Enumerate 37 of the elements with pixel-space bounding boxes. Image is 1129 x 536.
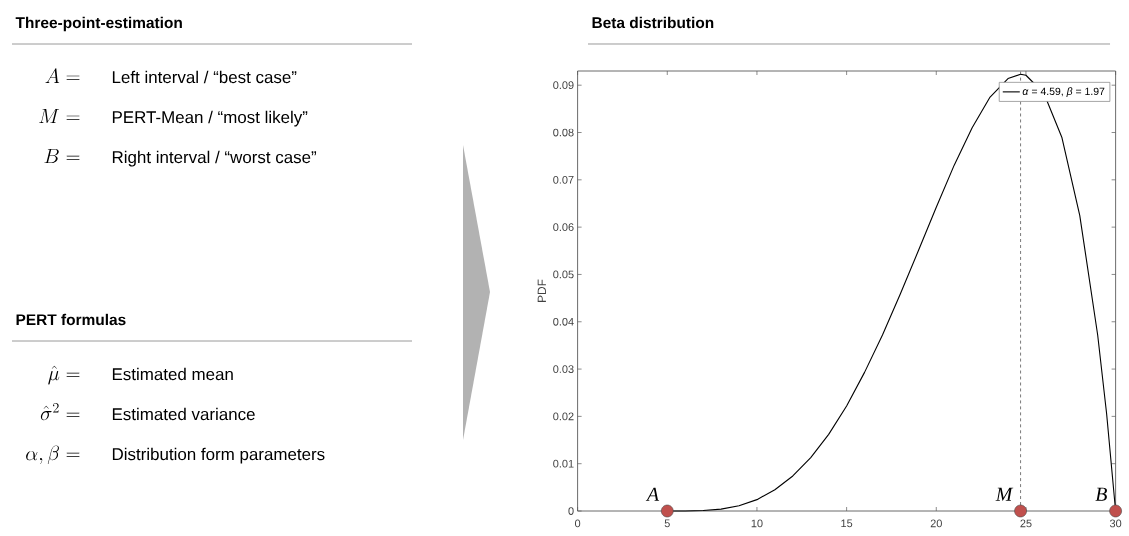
- x-tick-label: 30: [1109, 519, 1122, 528]
- legend-label: α = 4.59, β = 1.97: [1022, 87, 1105, 98]
- text: $\hat{\sigma}^2 =$: [40, 402, 80, 421]
- y-axis-title: PDF: [537, 279, 546, 302]
- x-tick-label: 25: [1020, 519, 1032, 528]
- x-tick-label: 15: [841, 519, 853, 528]
- y-tick-label: 0.02: [553, 412, 574, 421]
- y-tick-label: 0.04: [553, 317, 574, 326]
- text: Distribution form parameters: [112, 447, 325, 464]
- text: $A =$: [45, 68, 80, 83]
- text: Three-point-estimation: [15, 16, 182, 32]
- y-tick-label: 0.01: [553, 459, 574, 468]
- text: $\alpha,\beta =$: [26, 445, 80, 464]
- annotation: B: [1095, 487, 1107, 501]
- y-tick-label: 0.07: [553, 175, 574, 184]
- text: PERT formulas: [16, 313, 126, 326]
- text: $B =$: [44, 148, 80, 163]
- annotation: A: [645, 487, 660, 501]
- x-tick-label: 20: [930, 519, 942, 528]
- text: $M =$: [39, 108, 80, 123]
- y-tick-label: 0.09: [553, 81, 574, 90]
- text: Estimated variance: [112, 407, 255, 421]
- x-tick-label: 5: [664, 519, 670, 528]
- y-tick-label: 0.08: [553, 128, 574, 137]
- text: Right interval / “worst case”: [112, 150, 317, 167]
- y-tick-label: 0.03: [553, 365, 574, 373]
- y-tick-label: 0: [568, 507, 574, 515]
- y-tick-label: 0.06: [553, 223, 574, 232]
- x-tick-label: 10: [751, 519, 763, 528]
- text: PERT-Mean / “most likely”: [112, 110, 308, 127]
- x-tick-label: 0: [574, 519, 581, 528]
- chart-title: Beta distribution: [592, 16, 714, 29]
- y-tick-label: 0.05: [553, 270, 574, 279]
- text: Left interval / “best case”: [112, 70, 297, 84]
- text: Estimated mean: [112, 367, 233, 381]
- annotation: M: [995, 487, 1014, 501]
- text: $\hat{\mu} =$: [48, 365, 80, 385]
